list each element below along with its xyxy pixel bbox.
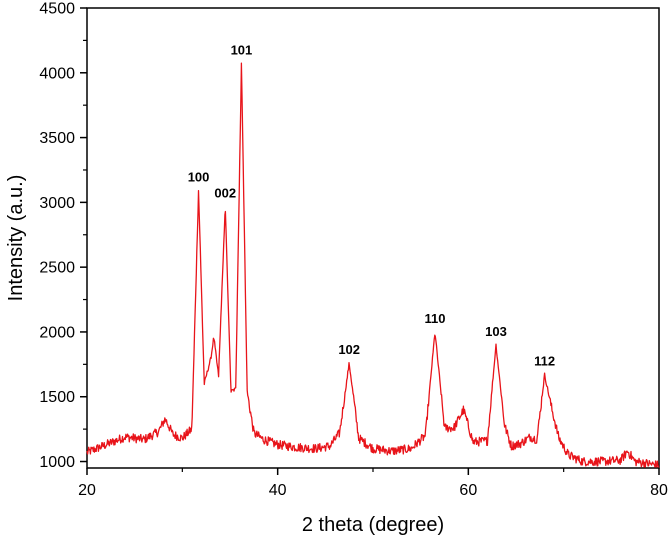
peak-label: 002 bbox=[214, 185, 236, 200]
y-tick-label: 1500 bbox=[39, 389, 75, 406]
y-tick-label: 4500 bbox=[39, 1, 75, 18]
y-tick-label: 4000 bbox=[39, 65, 75, 82]
y-tick-label: 1000 bbox=[39, 454, 75, 471]
x-tick-label: 80 bbox=[650, 482, 668, 499]
x-axis-title: 2 theta (degree) bbox=[302, 514, 444, 536]
x-tick-label: 60 bbox=[459, 482, 477, 499]
series-line bbox=[86, 62, 660, 468]
y-axis-title: Intensity (a.u.) bbox=[5, 175, 27, 302]
y-tick-label: 2500 bbox=[39, 260, 75, 277]
peak-label: 101 bbox=[231, 43, 253, 58]
peak-label: 110 bbox=[424, 311, 445, 326]
peak-label: 112 bbox=[534, 354, 555, 369]
y-tick-label: 2000 bbox=[39, 324, 75, 341]
x-tick-label: 20 bbox=[78, 482, 96, 499]
plot-border bbox=[86, 7, 660, 469]
peak-labels: 100 002 101 102 110 103 112 bbox=[188, 43, 555, 369]
peak-label: 102 bbox=[338, 342, 360, 357]
x-tick-label: 40 bbox=[269, 482, 287, 499]
y-axis: 1000 1500 2000 2500 3000 3500 4000 4500 bbox=[39, 1, 87, 471]
y-tick-label: 3500 bbox=[39, 130, 75, 147]
peak-label: 103 bbox=[485, 324, 507, 339]
y-tick-label: 3000 bbox=[39, 195, 75, 212]
plot-frame bbox=[86, 7, 660, 469]
peak-label: 100 bbox=[188, 170, 210, 185]
x-axis: 20 40 60 80 bbox=[78, 468, 668, 499]
